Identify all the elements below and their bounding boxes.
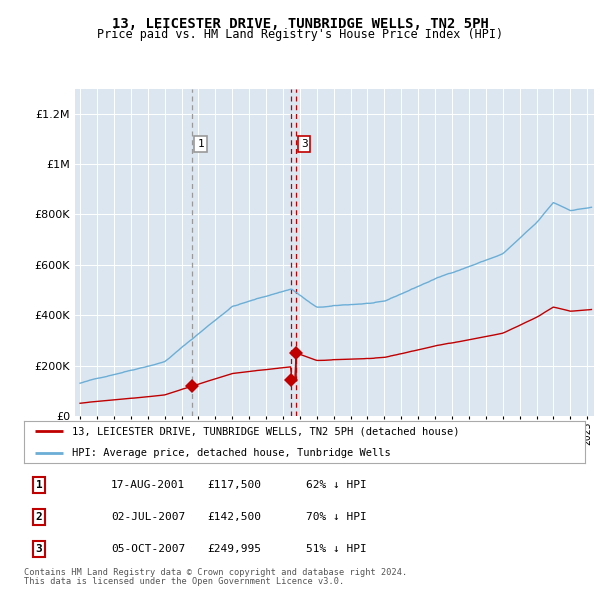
Text: 70% ↓ HPI: 70% ↓ HPI bbox=[306, 512, 367, 522]
Text: HPI: Average price, detached house, Tunbridge Wells: HPI: Average price, detached house, Tunb… bbox=[71, 448, 391, 457]
Text: 51% ↓ HPI: 51% ↓ HPI bbox=[306, 544, 367, 553]
Text: Price paid vs. HM Land Registry's House Price Index (HPI): Price paid vs. HM Land Registry's House … bbox=[97, 28, 503, 41]
Text: 1: 1 bbox=[35, 480, 43, 490]
Text: 2: 2 bbox=[35, 512, 43, 522]
Text: 3: 3 bbox=[301, 139, 308, 149]
Text: 3: 3 bbox=[35, 544, 43, 553]
Text: 02-JUL-2007: 02-JUL-2007 bbox=[111, 512, 185, 522]
Text: £142,500: £142,500 bbox=[207, 512, 261, 522]
Text: 1: 1 bbox=[197, 139, 204, 149]
Text: 13, LEICESTER DRIVE, TUNBRIDGE WELLS, TN2 5PH: 13, LEICESTER DRIVE, TUNBRIDGE WELLS, TN… bbox=[112, 17, 488, 31]
Text: £249,995: £249,995 bbox=[207, 544, 261, 553]
Text: Contains HM Land Registry data © Crown copyright and database right 2024.: Contains HM Land Registry data © Crown c… bbox=[24, 568, 407, 577]
Text: 13, LEICESTER DRIVE, TUNBRIDGE WELLS, TN2 5PH (detached house): 13, LEICESTER DRIVE, TUNBRIDGE WELLS, TN… bbox=[71, 427, 459, 436]
Text: 17-AUG-2001: 17-AUG-2001 bbox=[111, 480, 185, 490]
Text: 05-OCT-2007: 05-OCT-2007 bbox=[111, 544, 185, 553]
Text: £117,500: £117,500 bbox=[207, 480, 261, 490]
Text: 62% ↓ HPI: 62% ↓ HPI bbox=[306, 480, 367, 490]
Text: This data is licensed under the Open Government Licence v3.0.: This data is licensed under the Open Gov… bbox=[24, 578, 344, 586]
